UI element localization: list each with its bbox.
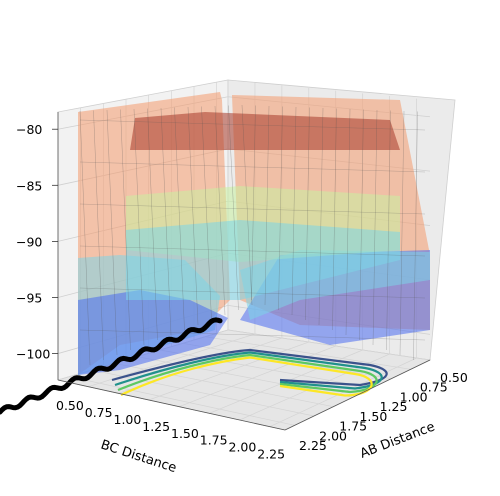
surface-mesh-line [79, 161, 426, 173]
floor-contours [111, 348, 388, 397]
surface-mesh-line [291, 106, 297, 316]
surface-mesh-line [318, 107, 324, 326]
z-tick-labels: −80 −85 −90 −95 −100 [16, 122, 58, 362]
y-axis-line [284, 359, 431, 431]
surface-mesh-line [79, 245, 426, 257]
surface-mesh-line [79, 329, 426, 341]
y-tick-label: 1.75 [339, 419, 367, 434]
floor-grid-line [91, 369, 315, 417]
surface-mesh-line [160, 107, 172, 336]
floor-grid-line [205, 336, 411, 370]
surface-region [126, 220, 400, 300]
floor-grid-line [178, 345, 336, 407]
surface-region [130, 112, 400, 150]
y-tick-label: 1.25 [380, 399, 408, 414]
surface-mesh-line [187, 106, 199, 326]
x-tick-labels: 0.50 0.75 1.00 1.25 1.50 1.75 2.00 2.25 [56, 398, 285, 462]
surface-mesh-line [413, 111, 418, 361]
surface-mesh-line [147, 108, 158, 341]
floor-grid-line [159, 349, 373, 389]
surface-mesh-line [133, 108, 145, 346]
surface-mesh-line [386, 110, 391, 351]
y-tick-labels: 0.500.751.001.251.501.752.002.25 [299, 370, 468, 453]
surface-mesh-line [305, 107, 310, 321]
x-tick-label: 2.25 [257, 447, 285, 462]
surface-mesh-line [241, 104, 253, 306]
surface-mesh-line [251, 105, 256, 301]
surface-mesh-line [399, 110, 405, 356]
x-tick-label: 1.25 [142, 419, 170, 434]
surface-mesh-line [345, 108, 351, 336]
x-axis-title: BC Distance [99, 438, 179, 477]
x-tick-label: 0.75 [85, 405, 113, 420]
y-tick-label: 0.75 [420, 380, 448, 395]
surface-region [78, 290, 228, 375]
surface-mesh-line [372, 109, 378, 346]
surface-mesh-line [174, 107, 185, 331]
y-tick-label: 0.50 [440, 370, 468, 385]
surface-mesh-line [228, 105, 239, 311]
surface-mesh-line [214, 105, 226, 316]
reaction-trajectory [0, 317, 223, 415]
z-tick-label: −90 [16, 234, 42, 249]
z-tick-label: −80 [16, 122, 42, 137]
x-tick-label: 1.75 [200, 433, 228, 448]
z-tick-label: −95 [16, 290, 42, 305]
surface-mesh-line [120, 109, 131, 351]
y-tick-label: 1.00 [400, 389, 428, 404]
surface-mesh-line [79, 203, 426, 215]
floor-grid-line [148, 341, 309, 401]
surface-mesh-line [332, 108, 337, 331]
floor-grid-line [227, 329, 431, 361]
x-tick-label: 1.50 [171, 426, 199, 441]
surface-mesh-line [278, 106, 283, 311]
surface-mesh-line [93, 110, 104, 361]
y-tick-label: 2.00 [319, 428, 347, 443]
surface-mesh-line [359, 109, 364, 341]
floor-grid-line [269, 357, 417, 427]
surface-mesh-line [79, 110, 91, 366]
surface-mesh-line [106, 109, 118, 356]
z-tick-label: −100 [16, 347, 50, 362]
surface-mesh-line [264, 105, 270, 306]
surface-mesh-line [201, 106, 212, 321]
floor-grid-line [69, 376, 295, 426]
y-axis-title: AB Distance [358, 419, 437, 461]
potential-energy-surface [78, 92, 430, 375]
y-tick-label: 2.25 [299, 438, 327, 453]
x-tick-label: 2.00 [229, 440, 257, 455]
z-tick-label: −85 [16, 178, 42, 193]
y-tick-label: 1.50 [359, 409, 387, 424]
axis-spines [57, 112, 431, 431]
x-tick-label: 0.50 [56, 398, 84, 413]
surface-mesh-line [79, 119, 426, 131]
x-axis-line [57, 379, 286, 431]
surface-mesh-line [79, 287, 426, 299]
x-tick-label: 1.00 [114, 412, 142, 427]
